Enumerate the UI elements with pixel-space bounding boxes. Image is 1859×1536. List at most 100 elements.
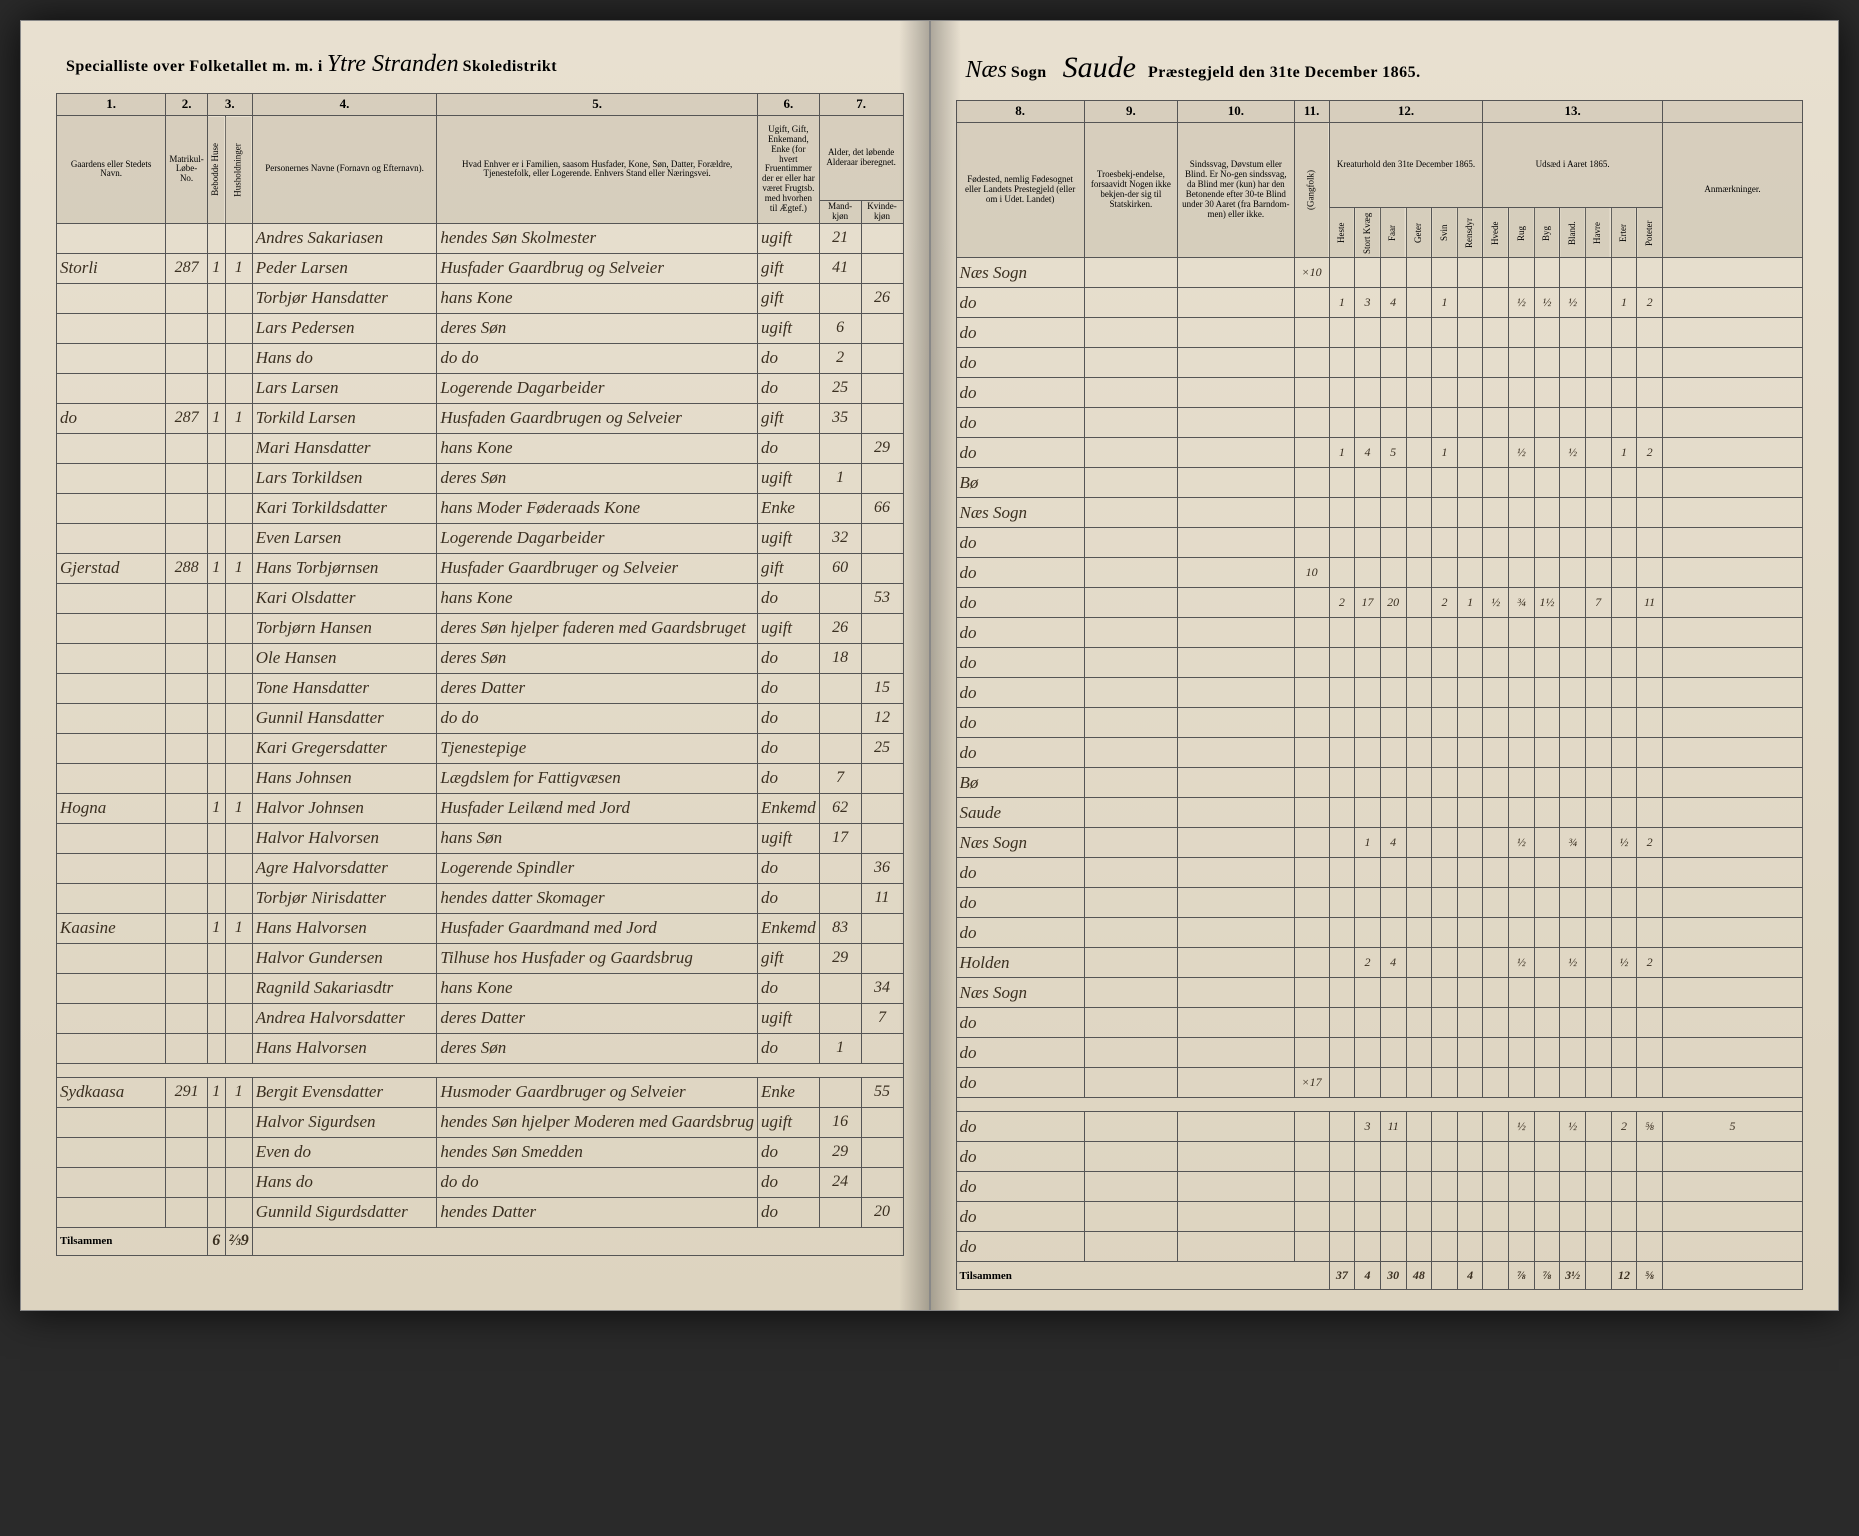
seed-count [1560,378,1586,408]
livestock-count [1329,528,1355,558]
seed-count [1509,888,1535,918]
marital: ugift [757,463,819,493]
col-label: Alder, det løbende Alderaar iberegnet. [819,116,903,201]
seed-count: 2 [1637,948,1663,978]
matr-no [166,493,208,523]
households [225,1033,252,1063]
matr-no [166,463,208,493]
matr-no [166,673,208,703]
religion [1084,888,1177,918]
marital: do [757,1033,819,1063]
seed-count: 7 [1585,588,1611,618]
col-sublabel: Kvinde-kjøn [861,201,903,224]
livestock-count [1380,978,1406,1008]
census-row: Hogna11Halvor JohnsenHusfader Leilænd me… [57,793,904,823]
farm-name [57,523,166,553]
age-male: 1 [819,463,861,493]
census-row: Halvor GundersenTilhuse hos Husfader og … [57,943,904,973]
houses: 1 [207,553,225,583]
seed-count [1509,528,1535,558]
position: deres Datter [437,1003,758,1033]
seed-count [1534,318,1560,348]
census-row: Holden24½½½2 [956,948,1803,978]
livestock-count [1406,798,1432,828]
age-male: 2 [819,343,861,373]
seed-count [1560,1008,1586,1038]
seed-count [1611,648,1637,678]
census-row: do2172021½¾1½711 [956,588,1803,618]
livestock-count [1329,948,1355,978]
totals-row-right: Tilsammen37430484⅞⅞3½12⅝ [956,1262,1803,1290]
farm-name [57,433,166,463]
matr-no [166,433,208,463]
seed-count [1509,678,1535,708]
col-label: Husholdninger [225,116,252,224]
seed-count [1585,498,1611,528]
seed-count: ½ [1509,288,1535,318]
matr-no [166,343,208,373]
livestock-count [1457,408,1483,438]
person-name: Agre Halvorsdatter [252,853,437,883]
seed-count [1534,738,1560,768]
census-row: do [956,678,1803,708]
age-female [861,913,903,943]
livestock-count: 3 [1355,1112,1381,1142]
houses [207,373,225,403]
birthplace: do [956,288,1084,318]
census-table-left: 1. 2. 3. 4. 5. 6. 7. Gaardens eller Sted… [56,93,904,1256]
seed-count [1534,1232,1560,1262]
marital: do [757,1197,819,1227]
seed-count: ½ [1483,588,1509,618]
houses: 1 [207,1077,225,1107]
livestock-count [1355,858,1381,888]
age-male [819,1077,861,1107]
livestock-count [1355,708,1381,738]
farm-name: Sydkaasa [57,1077,166,1107]
households [225,883,252,913]
seed-count [1534,348,1560,378]
religion [1084,1202,1177,1232]
livestock-count [1457,288,1483,318]
census-row: do [956,408,1803,438]
position: Logerende Dagarbeider [437,373,758,403]
person-name: Even do [252,1137,437,1167]
age-female: 7 [861,1003,903,1033]
col-label: (Gangfolk) [1294,123,1329,258]
seed-count [1483,348,1509,378]
livestock-count [1329,738,1355,768]
livestock-count [1380,678,1406,708]
livestock-count: 11 [1380,1112,1406,1142]
seed-count [1509,558,1535,588]
seed-count: 11 [1637,588,1663,618]
col-sublabel: Heste [1329,208,1355,258]
person-name: Andrea Halvorsdatter [252,1003,437,1033]
matr-no [166,1137,208,1167]
seed-count [1509,1008,1535,1038]
seed-count [1637,918,1663,948]
seed-count [1585,558,1611,588]
seed-count [1611,1172,1637,1202]
livestock-count: 1 [1329,288,1355,318]
seed-count [1483,828,1509,858]
census-row: Bø [956,468,1803,498]
position: Husmoder Gaardbruger og Selveier [437,1077,758,1107]
livestock-count: 2 [1329,588,1355,618]
totals-value [1432,1262,1458,1290]
livestock-count [1432,828,1458,858]
households [225,973,252,1003]
livestock-count [1406,1008,1432,1038]
livestock-count [1406,438,1432,468]
seed-count: ½ [1560,438,1586,468]
seed-count [1637,528,1663,558]
seed-count [1483,1008,1509,1038]
col-sublabel: Havre [1585,208,1611,258]
livestock-count [1406,858,1432,888]
seed-count: 1½ [1534,588,1560,618]
birthplace: do [956,708,1084,738]
seed-count [1637,1172,1663,1202]
livestock-count [1329,768,1355,798]
position: Husfader Gaardbruger og Selveier [437,553,758,583]
seed-count [1611,558,1637,588]
person-name: Hans Johnsen [252,763,437,793]
livestock-count [1380,258,1406,288]
